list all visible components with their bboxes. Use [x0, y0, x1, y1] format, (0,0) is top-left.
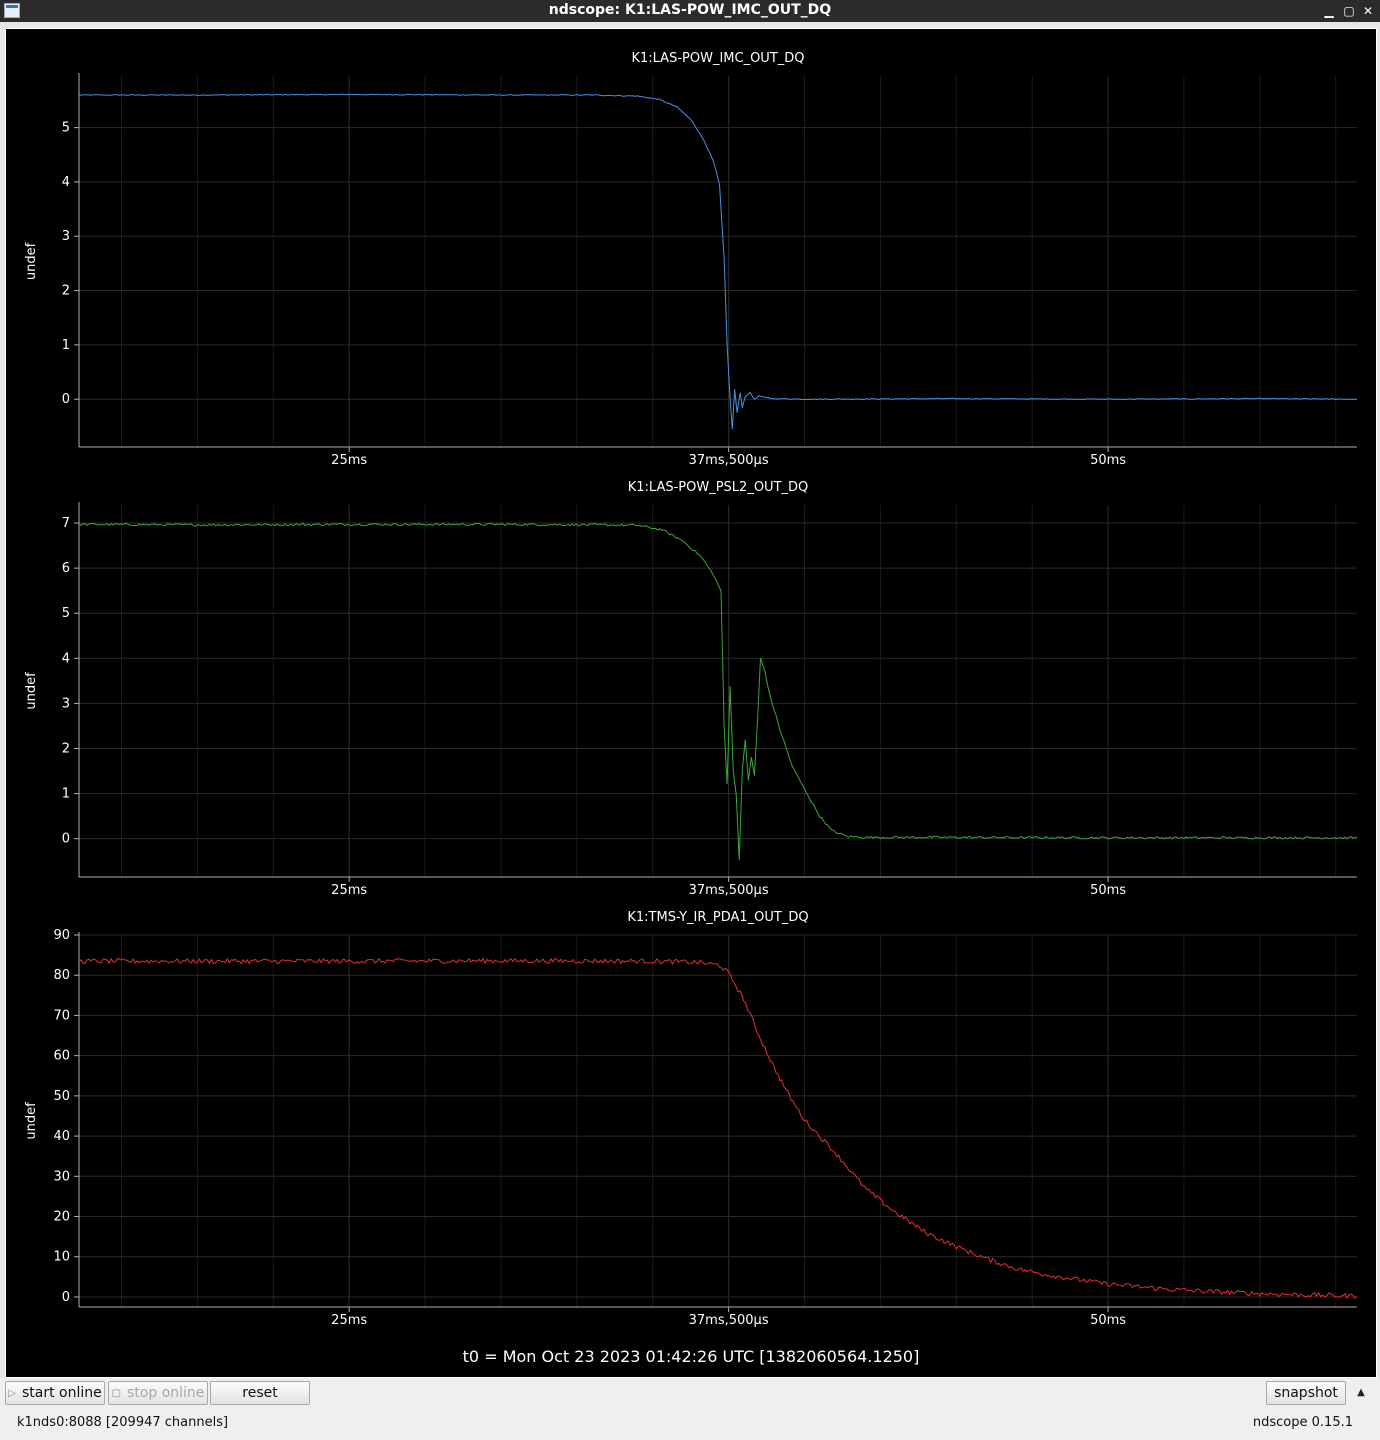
x-tick-label: 25ms: [331, 1313, 367, 1328]
close-icon[interactable]: ✕: [1362, 4, 1374, 18]
plot-panel-3[interactable]: 0 10 20 30 40 50 60 70 80 90 25ms 37ms,500µs 50ms K1:…: [24, 910, 1358, 1328]
y-tick-label: 1: [62, 338, 70, 353]
y-tick-label: 3: [62, 229, 70, 244]
x-tick-label: 50ms: [1090, 453, 1126, 468]
x-tick-label: 37ms,500µs: [689, 453, 769, 468]
x-tick-label: 50ms: [1090, 1313, 1126, 1328]
t0-label: t0 = Mon Oct 23 2023 01:42:26 UTC [13820…: [463, 1347, 920, 1366]
x-tick-label: 50ms: [1090, 883, 1126, 898]
reset-button[interactable]: reset: [210, 1381, 310, 1405]
y-tick-label: 6: [62, 561, 70, 576]
y-tick-label: 40: [53, 1129, 70, 1144]
y-tick-label: 4: [62, 651, 70, 666]
x-tick-label: 37ms,500µs: [689, 883, 769, 898]
y-tick-label: 5: [62, 606, 70, 621]
y-tick-label: 2: [62, 284, 70, 299]
stop-online-button[interactable]: ▢ stop online: [108, 1381, 208, 1405]
x-tick-label: 37ms,500µs: [689, 1313, 769, 1328]
plot-title: K1:LAS-POW_PSL2_OUT_DQ: [628, 480, 809, 495]
snapshot-label: snapshot: [1274, 1385, 1338, 1401]
reset-label: reset: [242, 1385, 278, 1401]
y-tick-label: 20: [53, 1210, 70, 1225]
y-tick-label: 4: [62, 175, 70, 190]
y-tick-label: 2: [62, 741, 70, 756]
scope-area[interactable]: t0 = Mon Oct 23 2023 01:42:26 UTC [13820…: [5, 28, 1377, 1378]
window-title: ndscope: K1:LAS-POW_IMC_OUT_DQ: [548, 2, 832, 18]
y-tick-label: 50: [53, 1089, 70, 1104]
y-axis-label: undef: [24, 242, 39, 280]
x-tick-label: 25ms: [331, 453, 367, 468]
y-tick-label: 7: [62, 516, 70, 531]
plot-panel-1[interactable]: 0 1 2 3 4 5 25ms 37ms,500µs 50ms K1:LAS-POW_IMC_O…: [24, 51, 1357, 468]
series-line: [78, 522, 1358, 861]
y-tick-label: 60: [53, 1049, 70, 1064]
stop-icon: ▢: [111, 1387, 122, 1399]
plot-panel-2[interactable]: 0 1 2 3 4 5 6 7 25ms 37ms,500µs 50ms K1:LAS-POW_PSL…: [24, 480, 1358, 898]
app-icon: [4, 3, 20, 18]
start-online-button[interactable]: ▷ start online: [5, 1381, 105, 1405]
expand-icon[interactable]: ▲: [1357, 1387, 1365, 1398]
y-tick-label: 0: [62, 392, 70, 407]
title-bar: ndscope: K1:LAS-POW_IMC_OUT_DQ ▁ ▢ ✕: [0, 0, 1380, 22]
y-tick-label: 30: [53, 1169, 70, 1184]
y-axis-label: undef: [24, 672, 39, 710]
start-online-label: start online: [21, 1385, 102, 1401]
server-status: k1nds0:8088 [209947 channels]: [17, 1415, 229, 1430]
plot-title: K1:LAS-POW_IMC_OUT_DQ: [631, 51, 804, 66]
y-tick-label: 3: [62, 696, 70, 711]
y-tick-label: 0: [62, 832, 70, 847]
series-line: [78, 957, 1358, 1300]
plot-canvas[interactable]: t0 = Mon Oct 23 2023 01:42:26 UTC [13820…: [6, 29, 1376, 1377]
x-tick-label: 25ms: [331, 883, 367, 898]
plot-title: K1:TMS-Y_IR_PDA1_OUT_DQ: [627, 910, 808, 925]
y-tick-label: 90: [53, 928, 70, 943]
y-tick-label: 10: [53, 1250, 70, 1265]
play-icon: ▷: [8, 1387, 16, 1399]
series-line: [78, 93, 1357, 430]
y-tick-label: 70: [53, 1008, 70, 1023]
y-axis-label: undef: [24, 1102, 39, 1140]
snapshot-button[interactable]: snapshot: [1266, 1381, 1346, 1405]
y-tick-label: 1: [62, 787, 70, 802]
stop-online-label: stop online: [127, 1385, 205, 1401]
minimize-icon[interactable]: ▁: [1324, 4, 1334, 18]
y-tick-label: 5: [62, 121, 70, 136]
control-bar: ▷ start online ▢ stop online reset snaps…: [0, 1378, 1380, 1440]
y-tick-label: 0: [62, 1290, 70, 1305]
y-tick-label: 80: [53, 968, 70, 983]
maximize-icon[interactable]: ▢: [1343, 4, 1355, 18]
version-label: ndscope 0.15.1: [1252, 1415, 1353, 1430]
